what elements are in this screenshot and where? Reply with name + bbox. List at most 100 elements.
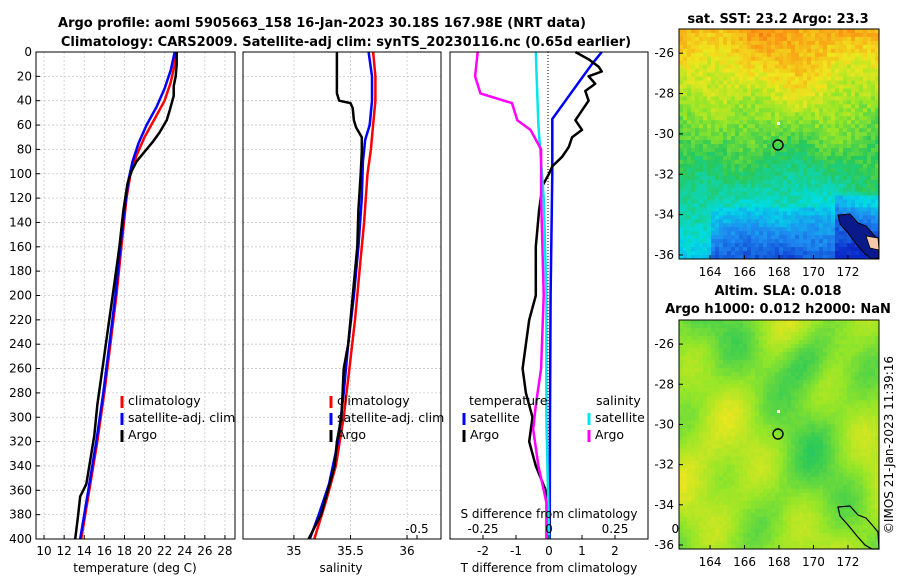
heatmap-cell: [855, 29, 860, 34]
heatmap-cell: [767, 96, 772, 101]
sst-map-panel: sat. SST: 23.2 Argo: 23.3 164 166 168 170 17…: [654, 12, 880, 279]
heatmap-cell: [723, 456, 728, 462]
heatmap-cell: [783, 72, 788, 77]
heatmap-cell: [851, 124, 856, 129]
heatmap-cell: [807, 376, 812, 381]
heatmap-cell: [815, 108, 820, 113]
heatmap-cell: [779, 199, 784, 204]
heatmap-cell: [687, 92, 692, 97]
heatmap-cell: [867, 416, 872, 421]
heatmap-cell: [867, 140, 872, 145]
heatmap-cell: [787, 179, 792, 185]
heatmap-cell: [787, 171, 792, 177]
heatmap-cell: [687, 151, 692, 157]
heatmap-cell: [739, 68, 744, 74]
heatmap-cell: [835, 179, 840, 185]
heatmap-cell: [839, 352, 844, 357]
heatmap-cell: [743, 96, 748, 101]
heatmap-cell: [851, 211, 856, 216]
heatmap-cell: [815, 215, 820, 220]
heatmap-cell: [819, 179, 824, 185]
heatmap-cell: [815, 392, 820, 397]
heatmap-cell: [695, 215, 700, 220]
heatmap-cell: [855, 187, 860, 192]
heatmap-cell: [803, 52, 808, 58]
heatmap-cell: [791, 140, 796, 145]
heatmap-cell: [823, 195, 828, 200]
heatmap-cell: [719, 456, 724, 462]
heatmap-cell: [679, 392, 684, 397]
heatmap-cell: [703, 104, 708, 109]
heatmap-cell: [763, 251, 768, 256]
heatmap-cell: [711, 332, 716, 337]
heatmap-cell: [815, 412, 820, 417]
heatmap-cell: [815, 159, 820, 165]
heatmap-cell: [707, 340, 712, 345]
heatmap-cell: [847, 412, 852, 417]
heatmap-cell: [683, 32, 688, 38]
heatmap-cell: [823, 324, 828, 329]
heatmap-cell: [735, 163, 740, 169]
heatmap-cell: [711, 440, 716, 445]
heatmap-cell: [791, 104, 796, 109]
heatmap-cell: [871, 80, 876, 85]
heatmap-cell: [783, 56, 788, 62]
heatmap-cell: [711, 187, 716, 192]
heatmap-cell: [751, 151, 756, 157]
heatmap-cell: [731, 464, 736, 470]
y-tick-label: 60: [17, 118, 32, 132]
heatmap-cell: [819, 207, 824, 212]
heatmap-cell: [771, 40, 776, 46]
heatmap-cell: [739, 235, 744, 240]
heatmap-cell: [851, 147, 856, 153]
heatmap-cell: [863, 368, 868, 373]
heatmap-cell: [799, 128, 804, 133]
heatmap-cell: [755, 183, 760, 189]
heatmap-cell: [835, 104, 840, 109]
heatmap-cell: [839, 179, 844, 185]
heatmap-cell: [767, 116, 772, 121]
heatmap-cell: [799, 32, 804, 38]
heatmap-cell: [707, 243, 712, 248]
heatmap-cell: [775, 464, 780, 470]
heatmap-cell: [695, 120, 700, 125]
heatmap-cell: [763, 72, 768, 77]
heatmap-cell: [695, 432, 700, 437]
legend-satellite-label: satellite-adj. clim: [337, 410, 444, 425]
heatmap-cell: [771, 440, 776, 445]
heatmap-cell: [855, 32, 860, 38]
heatmap-cell: [799, 44, 804, 50]
heatmap-cell: [679, 231, 684, 236]
heatmap-cell: [763, 179, 768, 185]
heatmap-cell: [719, 203, 724, 208]
heatmap-cell: [679, 211, 684, 216]
heatmap-cell: [807, 247, 812, 252]
heatmap-cell: [839, 195, 844, 200]
heatmap-cell: [759, 392, 764, 397]
heatmap-cell: [699, 136, 704, 141]
heatmap-cell: [691, 396, 696, 401]
heatmap-cell: [875, 360, 880, 365]
heatmap-cell: [735, 68, 740, 74]
heatmap-cell: [727, 151, 732, 157]
heatmap-cell: [859, 255, 864, 260]
heatmap-cell: [835, 187, 840, 192]
heatmap-cell: [735, 412, 740, 417]
heatmap-cell: [683, 396, 688, 401]
heatmap-cell: [811, 452, 816, 457]
heatmap-cell: [835, 448, 840, 453]
heatmap-cell: [731, 376, 736, 381]
heatmap-cell: [811, 120, 816, 125]
heatmap-cell: [863, 372, 868, 377]
heatmap-cell: [839, 171, 844, 177]
heatmap-cell: [811, 352, 816, 357]
heatmap-cell: [791, 211, 796, 216]
heatmap-cell: [815, 356, 820, 361]
heatmap-cell: [791, 396, 796, 401]
heatmap-cell: [711, 235, 716, 240]
heatmap-cell: [783, 436, 788, 441]
heatmap-cell: [747, 64, 752, 70]
heatmap-cell: [819, 408, 824, 413]
heatmap-cell: [751, 147, 756, 153]
heatmap-cell: [687, 179, 692, 185]
